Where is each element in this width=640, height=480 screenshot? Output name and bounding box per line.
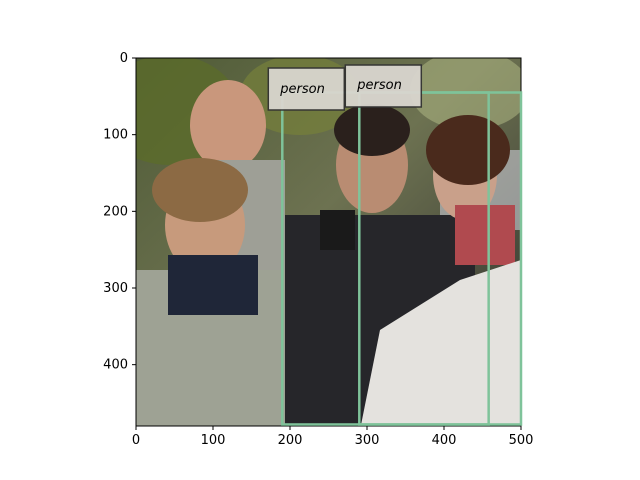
detection-2: person — [344, 64, 523, 426]
x-tick-label: 300 — [355, 433, 380, 448]
label-tag — [344, 64, 423, 108]
x-tick-label: 400 — [432, 433, 457, 448]
x-axis: 0 100 200 300 400 500 — [132, 426, 534, 448]
y-tick-label: 400 — [103, 358, 128, 373]
label-text: person — [356, 78, 402, 93]
y-tick-label: 0 — [120, 51, 128, 66]
y-axis: 0 100 200 300 400 — [103, 51, 136, 373]
y-tick-label: 300 — [103, 281, 128, 296]
label-tag — [267, 67, 346, 111]
x-tick-label: 200 — [278, 433, 303, 448]
bounding-box — [358, 91, 523, 426]
label-text: person — [279, 82, 325, 97]
detections-layer: person person — [267, 64, 523, 426]
y-tick-label: 100 — [103, 128, 128, 143]
x-tick-label: 100 — [201, 433, 226, 448]
x-tick-label: 500 — [509, 433, 534, 448]
y-tick-label: 200 — [103, 204, 128, 219]
x-tick-label: 0 — [132, 433, 140, 448]
